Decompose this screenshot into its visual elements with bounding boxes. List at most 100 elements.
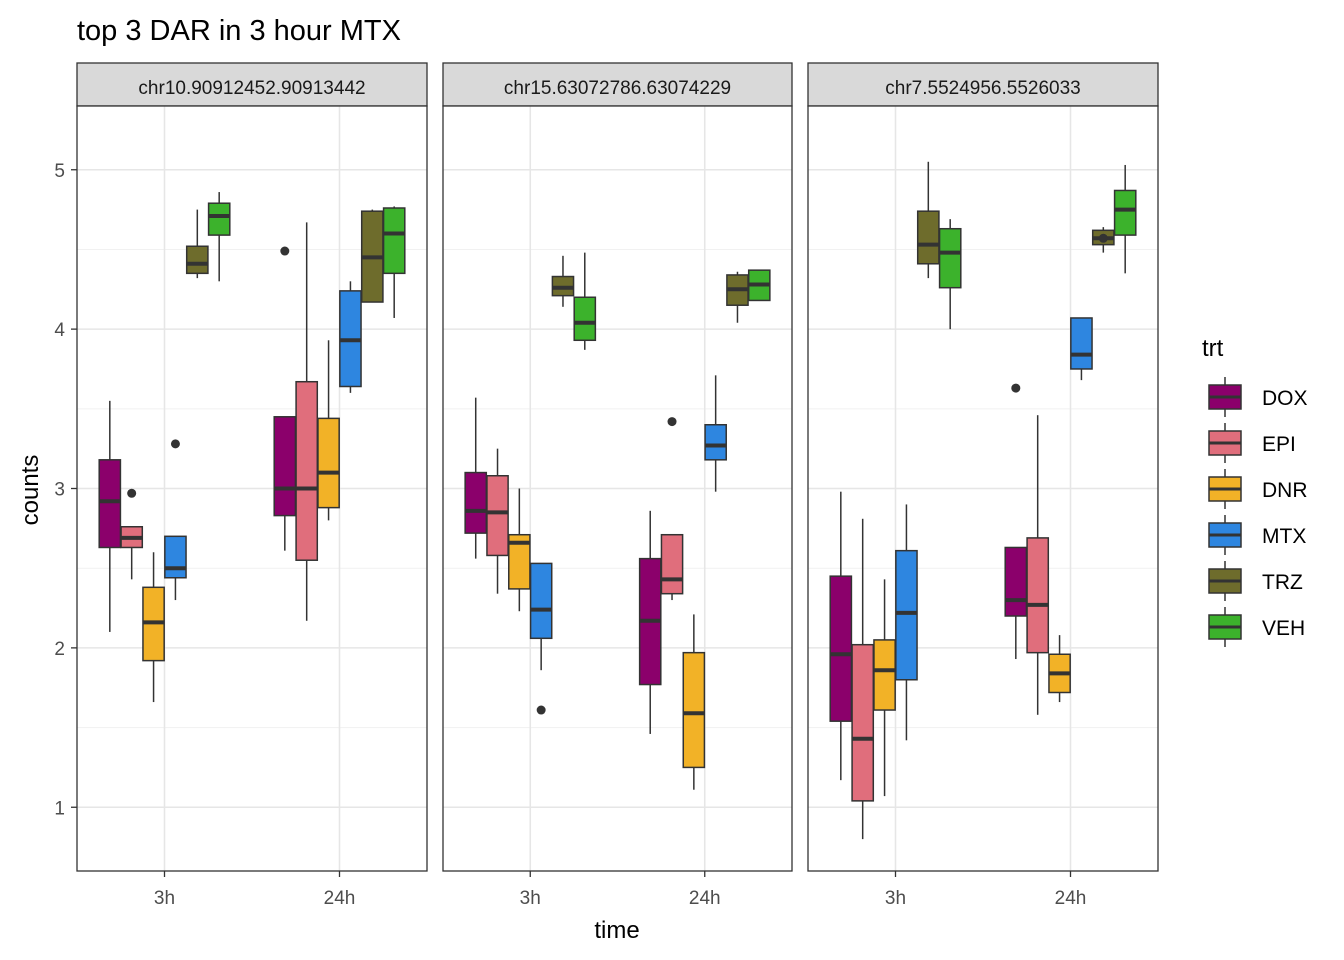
box-mtx-3h: [895, 504, 918, 741]
box-body: [851, 643, 875, 802]
box-body: [529, 562, 553, 640]
box-body: [573, 296, 597, 342]
box-veh-3h: [573, 252, 597, 350]
box-veh-3h: [938, 219, 962, 330]
box-body: [464, 471, 488, 534]
box-trz-24h: [360, 209, 384, 303]
box-body: [829, 575, 853, 722]
box-mtx-24h: [704, 375, 727, 492]
box-dnr-24h: [682, 614, 706, 790]
x-axis-label: time: [594, 917, 639, 944]
legend-label: MTX: [1262, 525, 1306, 548]
outlier-point: [536, 705, 546, 715]
panel-border: [807, 105, 1159, 872]
box-dox-24h: [273, 246, 297, 551]
box-mtx-24h: [1070, 317, 1093, 381]
box-body: [295, 380, 319, 561]
box-body: [382, 207, 406, 275]
legend-item-dnr: DNR: [1208, 469, 1308, 509]
box-veh-24h: [1113, 164, 1137, 274]
box-epi-3h: [851, 518, 875, 840]
legend-label: VEH: [1262, 617, 1305, 640]
box-body: [98, 459, 122, 549]
box-body: [273, 416, 297, 517]
box-body: [704, 424, 727, 461]
box-epi-24h: [660, 417, 684, 601]
legend-item-epi: EPI: [1208, 423, 1296, 463]
x-tick-label: 24h: [324, 888, 356, 909]
legend-item-mtx: MTX: [1208, 515, 1306, 555]
facet-panel: chr7.5524956.5526033 3h 24h: [807, 62, 1159, 909]
box-epi-3h: [486, 448, 509, 594]
box-body: [1070, 317, 1093, 370]
x-tick-label: 3h: [520, 888, 541, 909]
x-tick-label: 24h: [689, 888, 721, 909]
facet-strip: [76, 62, 428, 107]
box-body: [682, 651, 706, 769]
y-tick-label: 4: [54, 320, 65, 341]
box-dnr-24h: [1048, 635, 1071, 703]
legend-item-dox: DOX: [1208, 377, 1308, 417]
box-dox-3h: [98, 400, 122, 632]
box-body: [938, 227, 962, 289]
facet-strip-label: chr15.63072786.63074229: [504, 78, 731, 99]
legend-label: EPI: [1262, 433, 1296, 456]
facet-panel: chr15.63072786.63074229 3h 24h: [442, 62, 793, 909]
outlier-point: [127, 488, 137, 498]
box-dnr-3h: [142, 552, 165, 703]
box-dox-24h: [638, 510, 662, 734]
y-tick-label: 5: [54, 161, 65, 182]
box-veh-24h: [747, 269, 771, 302]
box-body: [207, 202, 231, 236]
legend-label: TRZ: [1262, 571, 1303, 594]
box-body: [486, 475, 509, 557]
box-body: [895, 549, 918, 681]
box-mtx-24h: [339, 281, 362, 393]
x-tick-label: 24h: [1055, 888, 1087, 909]
chart-title: top 3 DAR in 3 hour MTX: [77, 15, 401, 47]
box-body: [660, 533, 684, 595]
box-body: [1026, 537, 1050, 654]
box-trz-24h: [1091, 227, 1115, 253]
x-tick-label: 3h: [885, 888, 906, 909]
box-dnr-3h: [508, 488, 531, 612]
box-body: [873, 639, 896, 711]
panel-border: [442, 105, 793, 872]
box-veh-24h: [382, 206, 406, 318]
box-body: [164, 535, 187, 579]
y-tick-label: 1: [54, 798, 65, 819]
outlier-point: [1011, 383, 1021, 393]
box-body: [1113, 189, 1137, 236]
box-body: [508, 533, 531, 590]
box-body: [317, 417, 340, 509]
y-tick-label: 2: [54, 639, 65, 660]
outlier-point: [170, 439, 180, 449]
facet-panel: chr10.90912452.90913442 3h 24h 1 2 3 4 5: [54, 62, 428, 909]
box-veh-3h: [207, 192, 231, 282]
box-body: [185, 245, 209, 275]
box-trz-3h: [551, 255, 575, 307]
box-epi-3h: [120, 488, 144, 580]
legend-item-veh: VEH: [1208, 607, 1305, 647]
box-epi-24h: [1026, 415, 1050, 715]
legend: trt DOX EPI DNR MTX TRZ VEH: [1202, 335, 1308, 647]
outlier-point: [1098, 233, 1108, 243]
box-body: [1004, 546, 1028, 617]
box-dox-24h: [1004, 383, 1028, 660]
outlier-point: [280, 246, 290, 256]
box-mtx-3h: [164, 439, 187, 601]
box-body: [916, 210, 940, 265]
facet-panels: chr10.90912452.90913442 3h 24h 1 2 3 4 5 chr15.6…: [54, 62, 1159, 909]
y-tick-label: 3: [54, 480, 65, 501]
box-mtx-3h: [529, 562, 553, 715]
box-epi-24h: [295, 222, 319, 621]
facet-strip: [442, 62, 793, 107]
legend-item-trz: TRZ: [1208, 561, 1303, 601]
outlier-point: [667, 417, 677, 427]
x-tick-label: 3h: [154, 888, 175, 909]
y-axis-label: counts: [17, 455, 44, 526]
facet-strip-label: chr7.5524956.5526033: [885, 78, 1080, 99]
box-trz-3h: [185, 209, 209, 279]
legend-title: trt: [1202, 335, 1224, 362]
